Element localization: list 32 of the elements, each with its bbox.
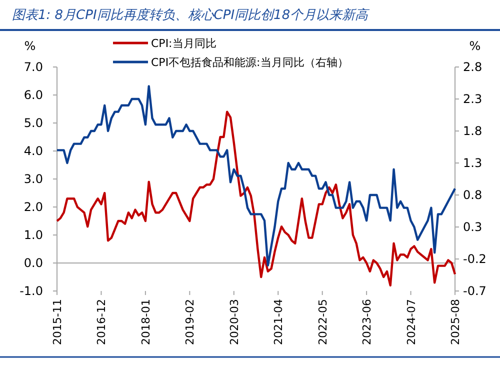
y2-tick-label: -0.2: [463, 252, 486, 266]
y-tick-label: -1.0: [20, 284, 43, 298]
x-tick-label: 2023-06: [360, 299, 374, 345]
y-tick-label: 6.0: [24, 88, 43, 102]
legend-label: CPI不包括食品和能源:当月同比（右轴）: [151, 56, 348, 69]
x-tick-label: 2024-07: [404, 299, 418, 345]
y2-tick-label: 1.3: [463, 156, 482, 170]
y-tick-label: 3.0: [24, 172, 43, 186]
chart-title: 图表1: 8月CPI同比再度转负、核心CPI同比创18个月以来新高: [12, 7, 370, 23]
x-tick-label: 2018-01: [139, 299, 152, 345]
x-tick-label: 2015-11: [51, 299, 64, 345]
y-axis-title: %: [24, 39, 36, 53]
legend-label: CPI:当月同比: [151, 37, 216, 50]
y2-tick-label: 2.8: [463, 60, 482, 74]
y2-tick-label: 0.8: [463, 188, 482, 202]
y2-tick-label: 2.3: [463, 92, 482, 106]
y-tick-label: 4.0: [24, 144, 43, 158]
y2-axis-title: %: [469, 39, 481, 53]
y-tick-label: 7.0: [24, 60, 43, 74]
y-tick-label: 2.0: [24, 200, 43, 214]
y2-tick-label: 1.8: [463, 124, 482, 138]
x-tick-label: 2025-08: [449, 299, 462, 345]
y-tick-label: 5.0: [24, 116, 43, 130]
x-tick-label: 2016-12: [95, 299, 108, 345]
x-tick-label: 2021-04: [272, 299, 286, 345]
y2-tick-label: 0.3: [463, 220, 482, 234]
x-tick-label: 2020-03: [228, 299, 241, 345]
x-tick-label: 2022-05: [316, 299, 330, 345]
y-tick-label: 1.0: [24, 228, 43, 242]
y-tick-label: 0.0: [24, 256, 43, 270]
y2-tick-label: -0.7: [463, 284, 486, 298]
x-tick-label: 2019-02: [184, 299, 197, 345]
